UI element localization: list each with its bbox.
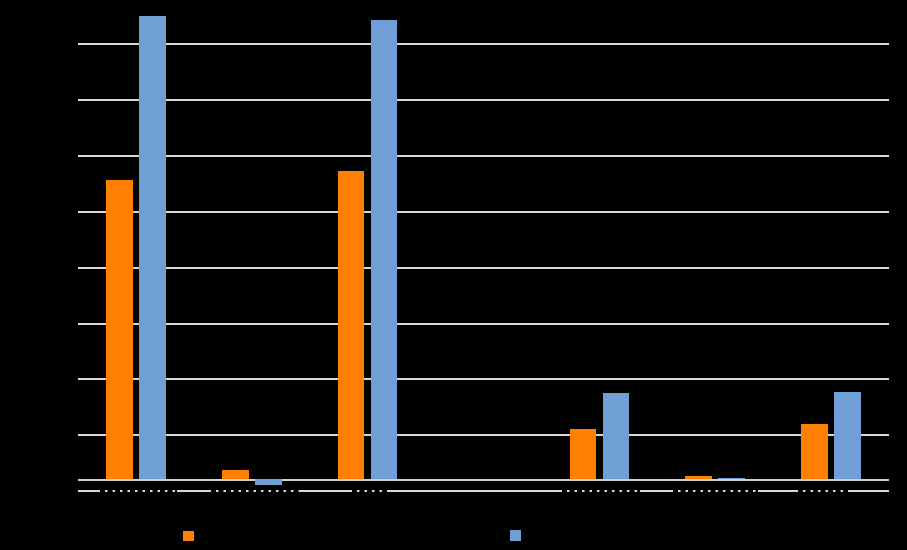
bar-series1-slot0 — [106, 180, 133, 480]
category-label-mark — [562, 487, 640, 496]
category-label-mark — [100, 487, 177, 496]
major-gridline — [78, 210, 889, 213]
bar-series2-slot6 — [834, 391, 861, 480]
bar-series1-slot4 — [569, 428, 597, 480]
category-label-mark — [798, 487, 848, 496]
bar-series1-slot1 — [221, 469, 249, 480]
major-gridline — [78, 322, 889, 325]
major-gridline — [78, 434, 889, 437]
bar-series2-slot0 — [139, 15, 166, 480]
major-gridline — [78, 378, 889, 381]
bar-series2-slot2 — [370, 20, 398, 480]
bar-series2-slot1 — [254, 478, 282, 485]
category-label-mark — [211, 487, 300, 496]
legend-swatch-series2 — [510, 530, 521, 541]
major-gridline — [78, 490, 889, 493]
bar-series1-slot2 — [337, 171, 365, 480]
bar-series1-slot5 — [685, 476, 712, 480]
major-gridline — [78, 154, 889, 157]
category-label-mark — [673, 487, 758, 496]
legend-swatch-series1 — [183, 531, 194, 541]
major-gridline — [78, 43, 889, 46]
bar-series1-slot6 — [801, 424, 828, 480]
major-gridline — [78, 98, 889, 101]
category-label-mark — [352, 487, 388, 496]
bar-series2-slot5 — [718, 478, 745, 480]
bar-series2-slot4 — [602, 392, 630, 480]
category-axis-zero-line — [78, 478, 889, 481]
major-gridline — [78, 266, 889, 269]
